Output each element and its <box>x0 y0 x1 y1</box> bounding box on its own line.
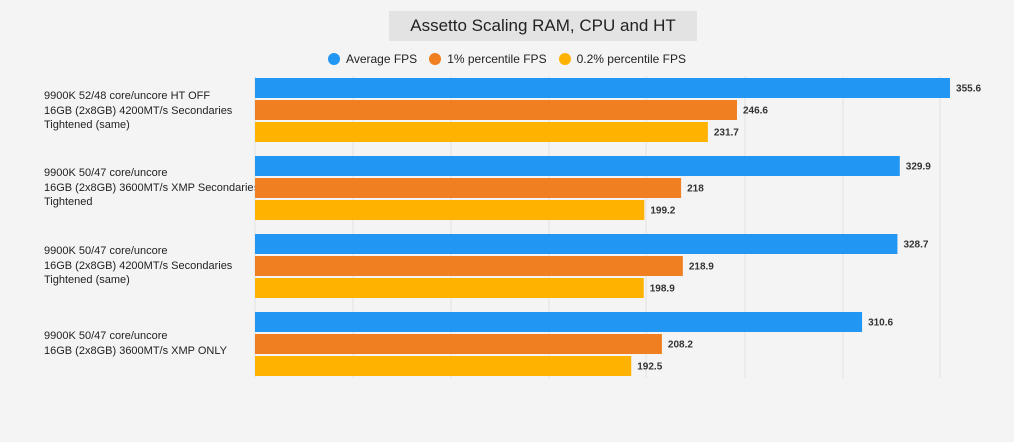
bar-series-2-category-0[interactable] <box>255 122 708 142</box>
bar-series-0-category-0[interactable] <box>255 78 951 98</box>
legend-label-1pct-fps: 1% percentile FPS <box>447 52 547 66</box>
category-label-1: 9900K 50/47 core/uncore 16GB (2x8GB) 360… <box>44 166 259 210</box>
data-label-series-2-category-0: 231.7 <box>714 128 739 139</box>
bar-series-0-category-2[interactable] <box>255 234 898 254</box>
category-label-line: 16GB (2x8GB) 3600MT/s XMP Secondaries <box>44 181 260 194</box>
bar-series-1-category-3[interactable] <box>255 334 662 354</box>
data-label-series-0-category-1: 329.9 <box>906 162 931 173</box>
data-label-series-0-category-2: 328.7 <box>903 240 928 251</box>
category-label-line: 9900K 50/47 core/uncore <box>44 245 168 257</box>
chart-title: Assetto Scaling RAM, CPU and HT <box>389 11 697 41</box>
category-label-line: 16GB (2x8GB) 4200MT/s Secondaries <box>44 104 233 117</box>
bar-series-0-category-1[interactable] <box>255 156 900 176</box>
bar-series-1-category-0[interactable] <box>255 100 737 120</box>
data-label-series-1-category-0: 246.6 <box>743 106 768 117</box>
legend-label-0-2pct-fps: 0.2% percentile FPS <box>576 52 686 66</box>
category-label-2: 9900K 50/47 core/uncore 16GB (2x8GB) 420… <box>44 244 232 288</box>
category-label-line: Tightened <box>44 196 93 208</box>
category-label-line: Tightened (same) <box>44 119 130 131</box>
legend-item-1pct-fps[interactable]: 1% percentile FPS <box>429 52 547 66</box>
data-label-series-2-category-2: 198.9 <box>650 284 675 295</box>
bar-series-1-category-1[interactable] <box>255 178 682 198</box>
bar-series-1-category-2[interactable] <box>255 256 683 276</box>
data-label-series-1-category-1: 218 <box>687 184 704 195</box>
category-label-3: 9900K 50/47 core/uncore 16GB (2x8GB) 360… <box>44 329 227 358</box>
legend-label-average-fps: Average FPS <box>346 52 418 66</box>
category-label-line: 9900K 50/47 core/uncore <box>44 167 168 179</box>
chart-legend: Average FPS 1% percentile FPS 0.2% perce… <box>0 52 1014 66</box>
bar-series-2-category-2[interactable] <box>255 278 644 298</box>
data-label-series-2-category-3: 192.5 <box>637 362 662 373</box>
data-label-series-1-category-2: 218.9 <box>689 262 714 273</box>
legend-marker-0-2pct-fps <box>558 53 571 65</box>
legend-item-0-2pct-fps[interactable]: 0.2% percentile FPS <box>558 52 686 66</box>
bar-series-2-category-3[interactable] <box>255 356 632 376</box>
legend-item-average-fps[interactable]: Average FPS <box>328 52 417 66</box>
data-label-series-1-category-3: 208.2 <box>668 340 693 351</box>
category-label-line: 16GB (2x8GB) 4200MT/s Secondaries <box>44 259 233 272</box>
data-label-series-2-category-1: 199.2 <box>650 206 675 217</box>
category-label-0: 9900K 52/48 core/uncore HT OFF 16GB (2x8… <box>44 89 232 133</box>
data-label-series-0-category-0: 355.6 <box>956 84 981 95</box>
legend-marker-1pct-fps <box>429 53 442 65</box>
bar-series-2-category-1[interactable] <box>255 200 645 220</box>
chart-title-text: Assetto Scaling RAM, CPU and HT <box>410 16 676 35</box>
bar-series-0-category-3[interactable] <box>255 312 863 332</box>
category-label-line: 9900K 50/47 core/uncore <box>44 330 168 342</box>
data-label-series-0-category-3: 310.6 <box>868 318 893 329</box>
category-label-line: Tightened (same) <box>44 274 130 286</box>
category-label-line: 9900K 52/48 core/uncore HT OFF <box>44 90 211 102</box>
category-label-line: 16GB (2x8GB) 3600MT/s XMP ONLY <box>44 344 227 357</box>
legend-marker-average-fps <box>328 53 341 65</box>
